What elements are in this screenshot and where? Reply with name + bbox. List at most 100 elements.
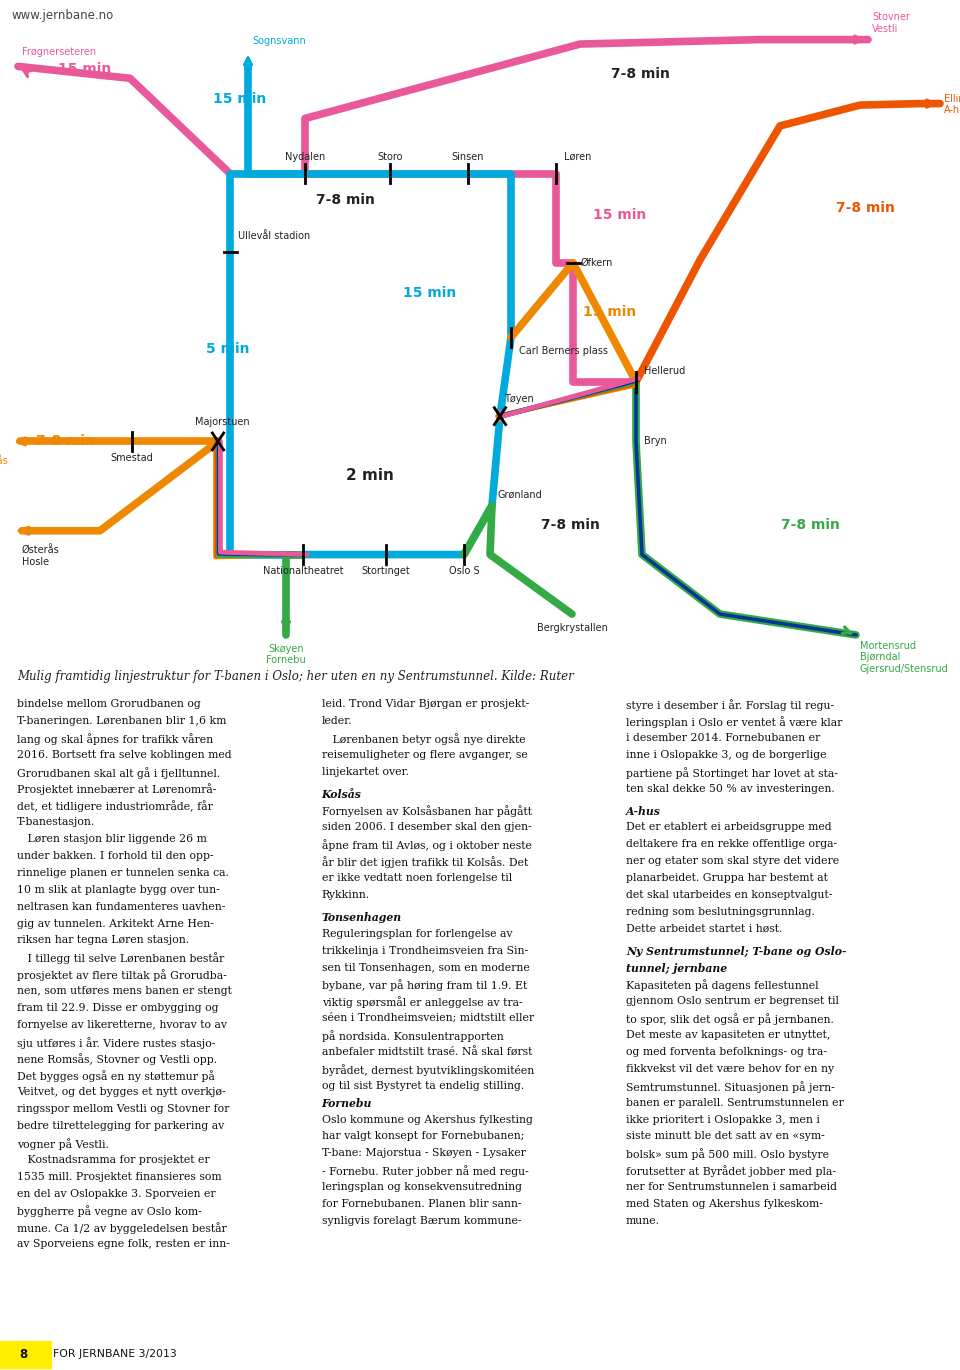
Text: ringsspor mellom Vestli og Stovner for: ringsspor mellom Vestli og Stovner for	[17, 1104, 229, 1114]
Text: Oslo kommune og Akershus fylkesting: Oslo kommune og Akershus fylkesting	[322, 1115, 533, 1125]
Text: Bryn: Bryn	[644, 437, 667, 447]
Text: åpne fram til Avløs, og i oktober neste: åpne fram til Avløs, og i oktober neste	[322, 840, 532, 851]
Text: Grønland: Grønland	[498, 489, 542, 500]
Text: Ullevål stadion: Ullevål stadion	[238, 230, 310, 241]
Text: riksen har tegna Løren stasjon.: riksen har tegna Løren stasjon.	[17, 936, 189, 945]
Text: viktig spørsmål er anleggelse av tra-: viktig spørsmål er anleggelse av tra-	[322, 996, 522, 1008]
Text: 15 min: 15 min	[403, 285, 457, 300]
Text: det skal utarbeides en konseptvalgut-: det skal utarbeides en konseptvalgut-	[626, 890, 832, 900]
Text: bybane, var på høring fram til 1.9. Et: bybane, var på høring fram til 1.9. Et	[322, 980, 527, 992]
Text: 8: 8	[19, 1348, 27, 1360]
Text: Dette arbeidet startet i høst.: Dette arbeidet startet i høst.	[626, 923, 782, 934]
Text: leringsplan i Oslo er ventet å være klar: leringsplan i Oslo er ventet å være klar	[626, 717, 842, 727]
Text: to spor, slik det også er på jernbanen.: to spor, slik det også er på jernbanen.	[626, 1014, 834, 1025]
Text: for Fornebubanen. Planen blir sann-: for Fornebubanen. Planen blir sann-	[322, 1199, 521, 1208]
Text: og til sist Bystyret ta endelig stilling.: og til sist Bystyret ta endelig stilling…	[322, 1081, 524, 1091]
Text: Skøyen
Fornebu: Skøyen Fornebu	[266, 644, 306, 666]
Text: det, et tidligere industriområde, får: det, et tidligere industriområde, får	[17, 800, 213, 812]
Text: Smestad: Smestad	[110, 453, 154, 463]
Text: Tøyen: Tøyen	[504, 395, 534, 404]
Text: er ikke vedtatt noen forlengelse til: er ikke vedtatt noen forlengelse til	[322, 873, 512, 884]
Text: Østerås
Hosle: Østerås Hosle	[22, 545, 60, 567]
Text: Løren stasjon blir liggende 26 m: Løren stasjon blir liggende 26 m	[17, 834, 207, 844]
Text: planarbeidet. Gruppa har bestemt at: planarbeidet. Gruppa har bestemt at	[626, 873, 828, 884]
Text: byrådet, dernest byutviklingskomitéen: byrådet, dernest byutviklingskomitéen	[322, 1064, 534, 1075]
Text: Kapasiteten på dagens fellestunnel: Kapasiteten på dagens fellestunnel	[626, 980, 819, 992]
Text: med Staten og Akershus fylkeskom-: med Staten og Akershus fylkeskom-	[626, 1199, 823, 1208]
Text: Det bygges også en ny støttemur på: Det bygges også en ny støttemur på	[17, 1070, 215, 1082]
Text: fikkvekst vil det være behov for en ny: fikkvekst vil det være behov for en ny	[626, 1064, 834, 1074]
Text: rinnelige planen er tunnelen senka ca.: rinnelige planen er tunnelen senka ca.	[17, 869, 229, 878]
Text: Storo: Storo	[377, 152, 403, 162]
Text: 2016. Bortsett fra selve koblingen med: 2016. Bortsett fra selve koblingen med	[17, 749, 232, 760]
Text: Mulig framtidig linjestruktur for T-banen i Oslo; her uten en ny Sentrumstunnel.: Mulig framtidig linjestruktur for T-bane…	[17, 670, 574, 684]
Text: Løren: Løren	[564, 152, 591, 162]
Text: Det er etablert ei arbeidsgruppe med: Det er etablert ei arbeidsgruppe med	[626, 822, 831, 833]
Text: siste minutt ble det satt av en «sym-: siste minutt ble det satt av en «sym-	[626, 1132, 825, 1141]
Text: séen i Trondheimsveien; midtstilt eller: séen i Trondheimsveien; midtstilt eller	[322, 1014, 534, 1023]
FancyBboxPatch shape	[0, 1341, 51, 1369]
Text: under bakken. I forhold til den opp-: under bakken. I forhold til den opp-	[17, 851, 214, 862]
Text: sen til Tonsenhagen, som en moderne: sen til Tonsenhagen, som en moderne	[322, 963, 529, 973]
Text: Semtrumstunnel. Situasjonen på jern-: Semtrumstunnel. Situasjonen på jern-	[626, 1081, 834, 1092]
Text: mune. Ca 1/2 av byggeledelsen består: mune. Ca 1/2 av byggeledelsen består	[17, 1222, 227, 1234]
Text: Stovner
Vestli: Stovner Vestli	[872, 12, 910, 34]
Text: 7-8 min: 7-8 min	[316, 193, 374, 207]
Text: Fornebu: Fornebu	[322, 1097, 372, 1108]
Text: 2 min: 2 min	[346, 469, 394, 484]
Text: Carl Berners plass: Carl Berners plass	[519, 347, 608, 356]
Text: Kostnadsramma for prosjektet er: Kostnadsramma for prosjektet er	[17, 1155, 210, 1164]
Text: ten skal dekke 50 % av investeringen.: ten skal dekke 50 % av investeringen.	[626, 784, 834, 793]
Text: 7-8 min: 7-8 min	[835, 201, 895, 215]
Text: Rykkinn.: Rykkinn.	[322, 890, 370, 900]
Text: Kolsås: Kolsås	[0, 456, 8, 466]
Text: en del av Oslopakke 3. Sporveien er: en del av Oslopakke 3. Sporveien er	[17, 1189, 216, 1199]
Text: Det meste av kapasiteten er utnyttet,: Det meste av kapasiteten er utnyttet,	[626, 1030, 830, 1040]
Text: 7-8 min: 7-8 min	[36, 434, 94, 448]
Text: I tillegg til selve Lørenbanen består: I tillegg til selve Lørenbanen består	[17, 952, 225, 964]
Text: 15 min: 15 min	[213, 92, 267, 105]
Text: 5 min: 5 min	[206, 342, 250, 356]
Text: www.jernbane.no: www.jernbane.no	[12, 8, 114, 22]
Text: fornyelse av likeretterne, hvorav to av: fornyelse av likeretterne, hvorav to av	[17, 1019, 228, 1030]
Text: mune.: mune.	[626, 1215, 660, 1226]
Text: Bergkrystallen: Bergkrystallen	[537, 623, 608, 633]
Text: Sinsen: Sinsen	[452, 152, 484, 162]
Text: forutsetter at Byrådet jobber med pla-: forutsetter at Byrådet jobber med pla-	[626, 1164, 836, 1177]
Text: har valgt konsept for Fornebubanen;: har valgt konsept for Fornebubanen;	[322, 1132, 524, 1141]
Text: T-baneringen. Lørenbanen blir 1,6 km: T-baneringen. Lørenbanen blir 1,6 km	[17, 717, 227, 726]
Text: på nordsida. Konsulentrapporten: på nordsida. Konsulentrapporten	[322, 1030, 503, 1043]
Text: Prosjektet innebærer at Lørenområ-: Prosjektet innebærer at Lørenområ-	[17, 784, 217, 796]
Text: Hellerud: Hellerud	[644, 366, 685, 375]
Text: FOR JERNBANE 3/2013: FOR JERNBANE 3/2013	[53, 1349, 177, 1359]
Text: av Sporveiens egne folk, resten er inn-: av Sporveiens egne folk, resten er inn-	[17, 1240, 230, 1249]
Text: ikke prioritert i Oslopakke 3, men i: ikke prioritert i Oslopakke 3, men i	[626, 1115, 820, 1125]
Text: 15 min: 15 min	[59, 63, 111, 77]
Text: 7-8 min: 7-8 min	[611, 67, 669, 81]
Text: gig av tunnelen. Arkitekt Arne Hen-: gig av tunnelen. Arkitekt Arne Hen-	[17, 919, 214, 929]
Text: T-banestasjon.: T-banestasjon.	[17, 818, 96, 827]
Text: neltrasen kan fundamenteres uavhen-: neltrasen kan fundamenteres uavhen-	[17, 901, 226, 911]
Text: Kolsås: Kolsås	[322, 789, 362, 800]
Text: gjennom Oslo sentrum er begrenset til: gjennom Oslo sentrum er begrenset til	[626, 996, 839, 1007]
Text: nen, som utføres mens banen er stengt: nen, som utføres mens banen er stengt	[17, 986, 232, 996]
Text: 7-8 min: 7-8 min	[780, 518, 839, 532]
Text: anbefaler midtstilt trasé. Nå skal først: anbefaler midtstilt trasé. Nå skal først	[322, 1047, 532, 1058]
Text: Ny Sentrumstunnel; T-bane og Oslo-: Ny Sentrumstunnel; T-bane og Oslo-	[626, 945, 847, 956]
Text: 7-8 min: 7-8 min	[540, 518, 599, 532]
Text: leid. Trond Vidar Bjørgan er prosjekt-: leid. Trond Vidar Bjørgan er prosjekt-	[322, 699, 529, 710]
Text: Øfkern: Øfkern	[581, 258, 613, 269]
Text: Oslo S: Oslo S	[448, 566, 479, 577]
Text: bolsk» sum på 500 mill. Oslo bystyre: bolsk» sum på 500 mill. Oslo bystyre	[626, 1148, 828, 1160]
Text: Veitvet, og det bygges et nytt overkjø-: Veitvet, og det bygges et nytt overkjø-	[17, 1088, 226, 1097]
Text: Fornyelsen av Kolsåsbanen har pågått: Fornyelsen av Kolsåsbanen har pågått	[322, 806, 532, 818]
Text: Nationaltheatret: Nationaltheatret	[263, 566, 344, 577]
Text: leder.: leder.	[322, 717, 352, 726]
Text: partiene på Stortinget har lovet at sta-: partiene på Stortinget har lovet at sta-	[626, 767, 838, 778]
Text: år blir det igjen trafikk til Kolsås. Det: år blir det igjen trafikk til Kolsås. De…	[322, 856, 528, 869]
Text: 10 m slik at planlagte bygg over tun-: 10 m slik at planlagte bygg over tun-	[17, 885, 220, 895]
Text: Frøgnerseteren: Frøgnerseteren	[22, 48, 96, 58]
Text: prosjektet av flere tiltak på Grorudba-: prosjektet av flere tiltak på Grorudba-	[17, 969, 227, 981]
Text: styre i desember i år. Forslag til regu-: styre i desember i år. Forslag til regu-	[626, 699, 834, 711]
Text: synligvis forelagt Bærum kommune-: synligvis forelagt Bærum kommune-	[322, 1215, 521, 1226]
